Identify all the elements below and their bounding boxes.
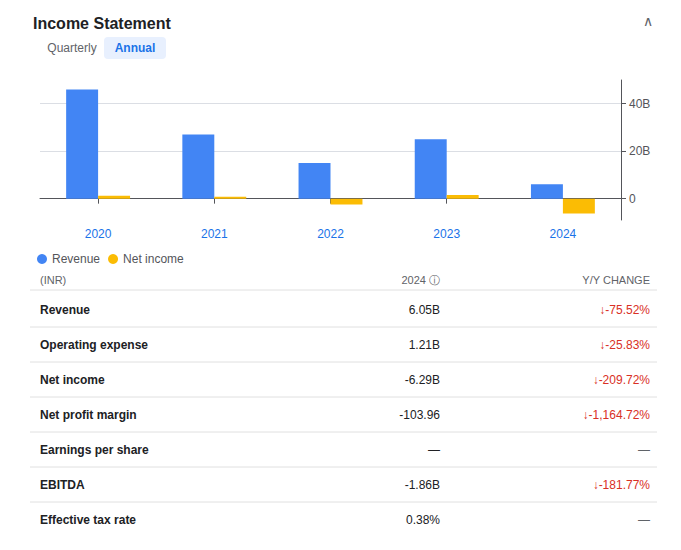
svg-text:—: — <box>638 443 650 457</box>
svg-text:—: — <box>428 443 440 457</box>
svg-text:2023: 2023 <box>433 227 460 241</box>
svg-text:1.21B: 1.21B <box>409 338 440 352</box>
svg-text:2021: 2021 <box>201 227 228 241</box>
svg-text:Earnings per share: Earnings per share <box>40 443 149 457</box>
svg-text:∧: ∧ <box>643 13 653 29</box>
svg-text:2022: 2022 <box>317 227 344 241</box>
svg-text:Effective tax rate: Effective tax rate <box>40 513 136 527</box>
svg-text:Revenue: Revenue <box>40 303 90 317</box>
svg-text:↓-181.77%: ↓-181.77% <box>593 478 651 492</box>
svg-text:Revenue: Revenue <box>52 252 100 266</box>
svg-text:Net profit margin: Net profit margin <box>40 408 137 422</box>
svg-text:EBITDA: EBITDA <box>40 478 85 492</box>
svg-text:—: — <box>638 513 650 527</box>
svg-text:↓-25.83%: ↓-25.83% <box>599 338 650 352</box>
svg-text:2024 ⓘ: 2024 ⓘ <box>401 274 440 286</box>
svg-text:(INR): (INR) <box>40 274 66 286</box>
svg-text:↓-75.52%: ↓-75.52% <box>599 303 650 317</box>
svg-text:-103.96: -103.96 <box>399 408 440 422</box>
svg-text:Net income: Net income <box>40 373 105 387</box>
svg-text:0.38%: 0.38% <box>406 513 440 527</box>
svg-text:↓-1,164.72%: ↓-1,164.72% <box>583 408 651 422</box>
svg-text:-1.86B: -1.86B <box>405 478 440 492</box>
svg-text:6.05B: 6.05B <box>409 303 440 317</box>
svg-text:Income Statement: Income Statement <box>33 15 171 32</box>
svg-text:2024: 2024 <box>550 227 577 241</box>
svg-text:40B: 40B <box>629 97 650 111</box>
svg-text:Y/Y CHANGE: Y/Y CHANGE <box>582 274 650 286</box>
svg-text:20B: 20B <box>629 144 650 158</box>
svg-text:Quarterly: Quarterly <box>47 41 96 55</box>
svg-text:↓-209.72%: ↓-209.72% <box>593 373 651 387</box>
svg-text:0: 0 <box>629 192 636 206</box>
svg-text:Net income: Net income <box>123 252 184 266</box>
svg-text:Operating expense: Operating expense <box>40 338 148 352</box>
svg-text:Annual: Annual <box>115 41 156 55</box>
svg-text:2020: 2020 <box>85 227 112 241</box>
svg-text:-6.29B: -6.29B <box>405 373 440 387</box>
